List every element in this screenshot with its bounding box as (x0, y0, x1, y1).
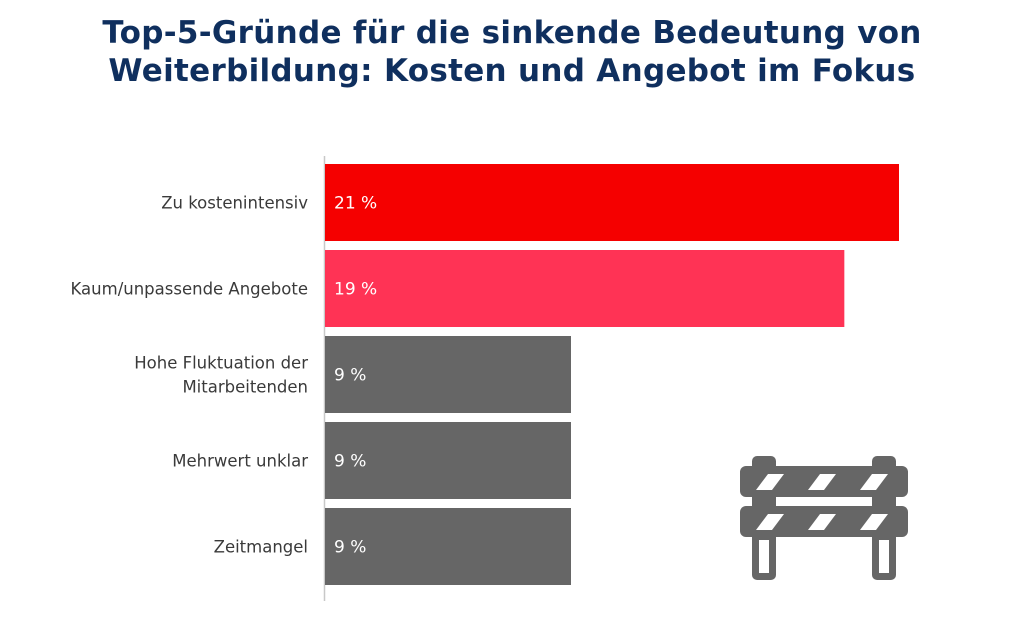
category-label-3: Hohe Fluktuation der Mitarbeitenden (134, 354, 308, 397)
bar-5 (325, 508, 571, 585)
bar-value-label-5: 9 % (334, 538, 366, 558)
chart-title: Top-5-Gründe für die sinkende Bedeutung … (0, 14, 1024, 90)
bar-value-label-3: 9 % (334, 366, 366, 386)
bar-value-label-2: 19 % (334, 280, 377, 300)
bar-value-label-1: 21 % (334, 194, 377, 214)
category-label-line: Mitarbeitenden (182, 378, 308, 397)
category-label-1: Zu kostenintensiv (161, 194, 308, 213)
chart-title-line-2: Weiterbildung: Kosten und Angebot im Fok… (108, 53, 916, 89)
bar-1 (325, 164, 899, 241)
category-label-2: Kaum/unpassende Angebote (71, 280, 308, 299)
bar-3 (325, 336, 571, 413)
category-label-line: Kaum/unpassende Angebote (71, 280, 308, 299)
road-barrier-icon (740, 456, 908, 580)
category-label-line: Zu kostenintensiv (161, 194, 308, 213)
bar-4 (325, 422, 571, 499)
category-label-line: Hohe Fluktuation der (134, 354, 308, 373)
bar-value-label-4: 9 % (334, 452, 366, 472)
category-label-line: Zeitmangel (214, 538, 308, 557)
category-label-4: Mehrwert unklar (172, 452, 308, 471)
category-label-line: Mehrwert unklar (172, 452, 308, 471)
bar-2 (325, 250, 845, 327)
chart-title-line-1: Top-5-Gründe für die sinkende Bedeutung … (102, 15, 922, 51)
category-label-5: Zeitmangel (214, 538, 308, 557)
bars-group: 21 % Zu kostenintensiv 19 % Kaum/unpassende… (71, 164, 899, 585)
